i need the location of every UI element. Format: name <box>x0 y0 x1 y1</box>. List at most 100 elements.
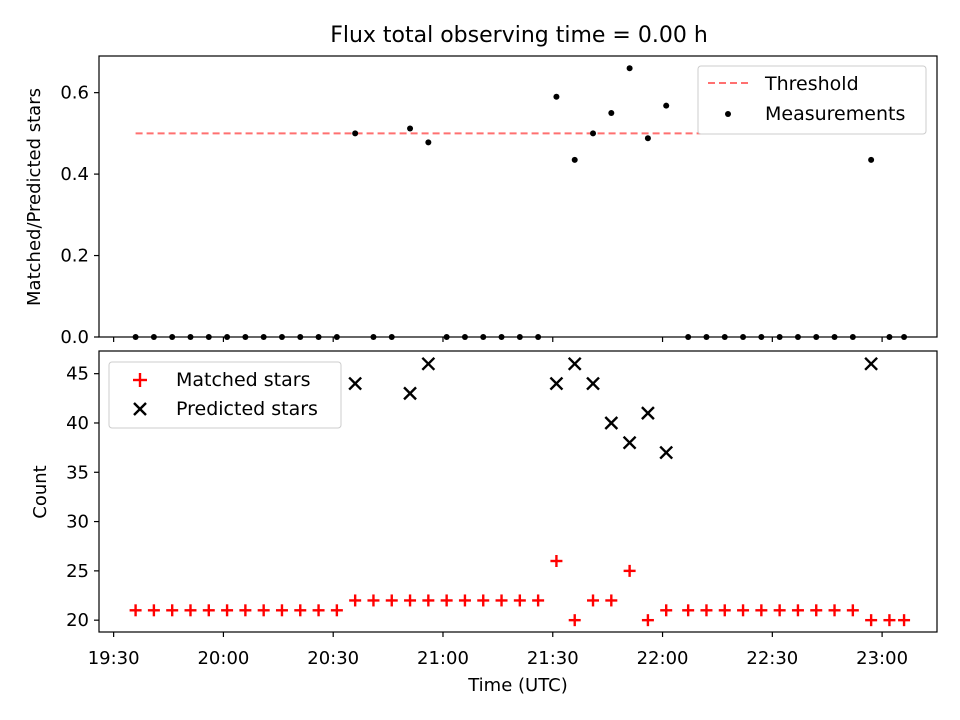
matched-star-point <box>184 604 197 617</box>
x-tick-label: 22:30 <box>746 648 798 669</box>
measurement-point <box>590 130 597 137</box>
count-plot-area <box>129 356 911 627</box>
ratio-ytick-label: 0.0 <box>60 327 89 348</box>
predicted-star-point <box>622 435 637 450</box>
count-ytick-label: 35 <box>66 462 89 483</box>
legend-matched-label: Matched stars <box>176 369 310 391</box>
measurement-point <box>663 102 670 109</box>
matched-star-point <box>275 604 288 617</box>
predicted-star-point <box>659 445 674 460</box>
matched-star-point <box>294 604 307 617</box>
matched-star-point <box>477 594 490 607</box>
matched-star-point <box>221 604 234 617</box>
matched-star-point <box>700 604 713 617</box>
matched-star-point <box>773 604 786 617</box>
matched-star-point <box>532 594 545 607</box>
matched-star-point <box>202 604 215 617</box>
measurement-point <box>608 110 615 117</box>
x-axis-label: Time (UTC) <box>467 675 568 696</box>
matched-star-point <box>458 594 471 607</box>
matched-star-point <box>846 604 859 617</box>
matched-star-point <box>440 594 453 607</box>
ratio-y-axis-label: Matched/Predicted stars <box>24 88 45 306</box>
x-tick-label: 22:00 <box>637 648 689 669</box>
ratio-panel-frame <box>98 55 938 338</box>
matched-star-point <box>660 604 673 617</box>
count-y-axis-label: Count <box>30 465 51 518</box>
measurement-point <box>425 139 432 146</box>
count-panel: 20 25 30 35 40 45 19:30 20:00 20:30 21:00 21:30 22… <box>30 350 938 696</box>
count-ytick-label: 25 <box>66 561 89 582</box>
legend-predicted-swatch <box>133 402 147 416</box>
matched-star-point <box>404 594 417 607</box>
matched-star-point <box>605 594 618 607</box>
measurement-point <box>868 156 875 163</box>
matched-star-point <box>367 594 380 607</box>
predicted-star-point <box>403 386 417 401</box>
count-x-axis: 19:30 20:00 20:30 21:00 21:30 22:00 22:30 23:00 <box>88 632 908 669</box>
legend-matched-swatch <box>133 373 147 387</box>
x-tick-label: 19:30 <box>88 648 140 669</box>
x-tick-label: 20:00 <box>197 648 249 669</box>
predicted-star-point <box>567 356 582 371</box>
legend-measurements-label: Measurements <box>765 103 905 125</box>
matched-star-point <box>239 604 252 617</box>
matched-star-point <box>791 604 804 617</box>
matched-star-point <box>865 614 878 627</box>
matched-star-point <box>810 604 823 617</box>
count-ytick-label: 40 <box>66 413 89 434</box>
figure-title: Flux total observing time = 0.00 h <box>330 23 708 48</box>
count-ytick-label: 20 <box>66 610 89 631</box>
matched-star-point <box>718 604 731 617</box>
matched-star-point <box>623 564 636 577</box>
predicted-star-point <box>586 376 600 391</box>
predicted-star-point <box>604 416 619 430</box>
matched-star-point <box>587 594 600 607</box>
ratio-ytick-label: 0.2 <box>60 246 89 267</box>
measurement-point <box>352 130 359 137</box>
predicted-star-point <box>864 356 878 371</box>
matched-star-point <box>349 594 362 607</box>
count-y-axis: 20 25 30 35 40 45 <box>66 364 99 631</box>
legend-measurements-swatch <box>725 111 731 117</box>
ratio-ytick-label: 0.4 <box>60 164 89 185</box>
ratio-panel: 0.0 0.2 0.4 0.6 Matched/Predicted stars Thr… <box>24 55 938 348</box>
matched-star-point <box>422 594 435 607</box>
measurement-point <box>644 135 651 142</box>
measurement-point <box>571 156 578 163</box>
matched-star-point <box>147 604 160 617</box>
matched-star-point <box>166 604 179 617</box>
matched-star-point <box>495 594 508 607</box>
matched-star-point <box>330 604 343 617</box>
matched-star-point <box>682 604 695 617</box>
predicted-star-point <box>641 406 655 420</box>
predicted-star-point <box>421 356 436 371</box>
measurement-point <box>553 93 560 100</box>
matched-star-point <box>385 594 398 607</box>
matched-star-point <box>898 614 911 627</box>
ratio-ytick-label: 0.6 <box>60 83 89 104</box>
predicted-star-point <box>549 376 564 391</box>
x-tick-label: 21:30 <box>527 648 579 669</box>
matched-star-point <box>312 604 325 617</box>
matched-star-point <box>129 604 142 617</box>
matched-star-point <box>257 604 270 617</box>
matched-star-point <box>513 594 526 607</box>
matched-star-point <box>641 614 654 627</box>
legend-threshold-label: Threshold <box>764 73 859 95</box>
matched-star-point <box>737 604 750 617</box>
ratio-y-axis: 0.0 0.2 0.4 0.6 <box>60 83 99 348</box>
x-tick-label: 21:00 <box>417 648 469 669</box>
ratio-legend-box <box>697 65 927 135</box>
predicted-star-point <box>348 376 363 391</box>
ratio-legend: Threshold Measurements <box>697 65 927 135</box>
matched-star-point <box>568 614 581 627</box>
ratio-x-axis <box>113 337 883 342</box>
measurement-point <box>407 125 414 132</box>
matched-star-point <box>550 555 563 568</box>
measurement-point <box>626 65 633 72</box>
x-tick-label: 20:30 <box>307 648 359 669</box>
count-legend: Matched stars Predicted stars <box>108 361 342 429</box>
count-legend-box <box>108 361 342 429</box>
